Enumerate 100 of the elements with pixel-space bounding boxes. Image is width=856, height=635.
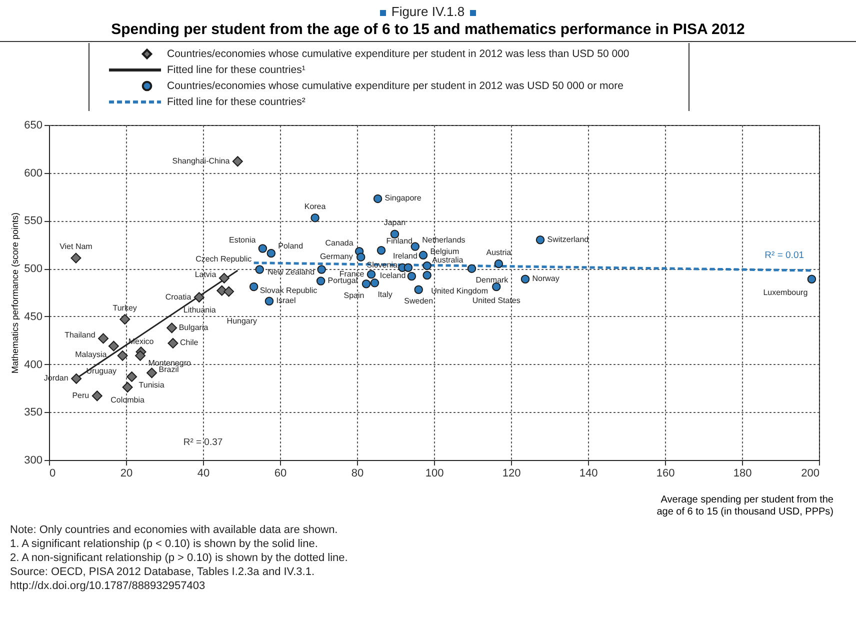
point: [135, 350, 146, 361]
x-tick-label: 100: [425, 468, 444, 480]
data-label: Chile: [180, 338, 199, 348]
data-label: Estonia: [228, 235, 256, 244]
text: 1. A significant relationship (p < 0.10) is shown by the solid line.: [10, 537, 319, 551]
point: [404, 263, 413, 272]
data-label: Tunisia: [138, 380, 165, 390]
data-label: New Zealand: [267, 268, 315, 277]
chart-title: Spending per student from the age of 6 to 15 and mathematics performance in PISA 2012: [0, 21, 856, 42]
data-label: Spain: [344, 290, 364, 300]
data-label: Colombia: [110, 395, 145, 404]
data-label: Uruguay: [86, 366, 117, 376]
data-label: Bulgaria: [178, 322, 209, 332]
point: [356, 252, 366, 262]
point: [370, 278, 380, 288]
point: [316, 276, 326, 286]
annotation: R² = 0.37: [183, 437, 223, 448]
point: [168, 338, 178, 348]
legend-label: Countries/economies whose cumulative expenditure per student in 2012 was USD 50 000 or more: [167, 80, 624, 92]
data-label: Sweden: [404, 296, 434, 306]
point: [422, 261, 432, 270]
point: [494, 259, 504, 268]
data-label: Finland: [386, 236, 413, 246]
data-label: Switzerland: [547, 234, 589, 244]
chart-subtitle: Figure IV.1.8: [390, 4, 466, 19]
text: http://dx.doi.org/10.1787/888932957403: [10, 579, 206, 593]
legend-label: Countries/economies whose cumulative expenditure per student in 2012 was less than USD 50 000: [167, 48, 630, 60]
data-label: Australia: [432, 256, 464, 265]
x-axis-title: Average spending per student from the age of 6 to 15 (in thousand USD, PPPs): [656, 494, 834, 518]
legend-label: Fitted line for these countries²: [167, 96, 306, 108]
point: [146, 368, 158, 378]
data-label: Austria: [486, 248, 512, 257]
point: [122, 382, 133, 392]
y-tick-label: 600: [24, 167, 42, 180]
data-label: United Kingdom: [431, 286, 488, 296]
x-tick-label: 60: [274, 468, 287, 480]
x-tick-label: 40: [197, 468, 210, 480]
point: [264, 296, 274, 306]
data-label: Korea: [304, 202, 326, 211]
data-label: Japan: [384, 218, 406, 228]
point: [120, 314, 130, 325]
point: [414, 285, 423, 294]
point: [317, 265, 326, 274]
x-tick-label: 200: [801, 468, 820, 480]
point: [224, 286, 234, 297]
text: Note: Only countries and economies with available data are shown.: [10, 523, 339, 537]
point: [310, 213, 320, 222]
point: [126, 371, 138, 382]
y-tick-label: 350: [24, 406, 42, 419]
point: [376, 246, 386, 255]
data-label: Germany: [320, 252, 353, 262]
x-tick-label: 180: [733, 468, 752, 480]
y-tick-label: 650: [24, 120, 42, 132]
data-label: Singapore: [384, 194, 422, 203]
point: [232, 156, 243, 167]
point: [71, 373, 82, 384]
data-label: Belgium: [430, 247, 460, 256]
data-label: Viet Nam: [60, 242, 93, 252]
data-label: Hungary: [226, 316, 258, 326]
data-label: Denmark: [476, 276, 510, 285]
x-tick-label: 120: [502, 468, 521, 480]
point: [266, 248, 276, 258]
point: [194, 292, 204, 303]
data-label: Poland: [278, 241, 304, 250]
y-tick-label: 400: [24, 358, 42, 371]
data-label: Thailand: [64, 330, 96, 340]
point: [807, 274, 816, 284]
point: [117, 350, 128, 361]
data-label: Portugal: [328, 276, 358, 286]
data-label: Latvia: [194, 270, 217, 280]
point: [166, 322, 178, 334]
data-label: Peru: [72, 390, 90, 400]
source-note: Source: OECD, PISA 2012 Database, Tables I.2.3a and IV.3.1.: [10, 565, 316, 579]
x-tick-label: 80: [351, 468, 364, 480]
x-tick-label: 140: [579, 468, 598, 480]
point: [108, 340, 119, 352]
point: [467, 264, 476, 273]
point: [92, 390, 102, 402]
point: [366, 270, 376, 279]
point: [218, 272, 230, 284]
data-label: Norway: [532, 274, 560, 284]
text: 2. A non-significant relationship (p > 0.10) is shown by the dotted line.: [10, 551, 349, 565]
y-tick-label: 450: [24, 310, 42, 323]
point: [255, 265, 264, 274]
point: [70, 252, 82, 264]
point: [373, 194, 382, 204]
annotation: R² = 0.01: [764, 250, 804, 262]
legend-label: Fitted line for these countries¹: [167, 64, 306, 76]
data-label: Shanghai-China: [172, 156, 230, 166]
data-label: Malaysia: [75, 350, 108, 360]
data-label: Turkey: [112, 303, 137, 312]
x-tick-label: 160: [656, 468, 675, 480]
data-label: Canada: [325, 238, 354, 248]
data-label: Ireland: [392, 252, 418, 261]
x-tick-label: 20: [120, 468, 133, 480]
data-label: Italy: [378, 290, 392, 299]
point: [410, 242, 420, 251]
data-label: Lithuania: [183, 306, 216, 315]
point: [362, 280, 371, 288]
data-label: Czech Republic: [196, 254, 252, 264]
